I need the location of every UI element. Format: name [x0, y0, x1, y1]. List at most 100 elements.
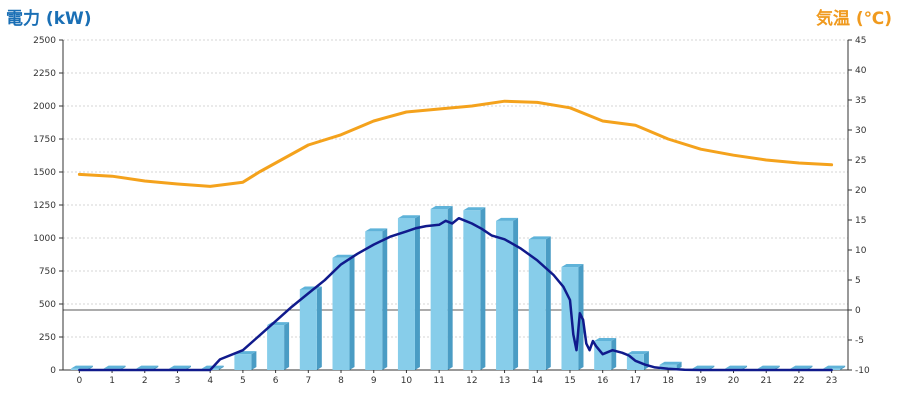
x-tick-label: 21 — [761, 376, 772, 386]
bar — [299, 286, 322, 370]
bar-top — [136, 365, 159, 369]
x-tick-label: 17 — [630, 376, 641, 386]
bar-front — [234, 354, 252, 370]
right-tick-label: 25 — [855, 156, 866, 166]
right-tick-label: 30 — [855, 126, 867, 136]
x-tick-label: 19 — [695, 376, 707, 386]
bar — [267, 322, 290, 370]
bar-side — [251, 351, 257, 370]
power-line — [78, 216, 833, 372]
x-tick-label: 10 — [401, 376, 413, 386]
bar-side — [218, 365, 224, 370]
bar — [397, 215, 420, 370]
bar-side — [480, 207, 486, 370]
right-tick-label: 40 — [855, 66, 867, 76]
left-tick-label: 0 — [50, 366, 56, 376]
bar-top — [725, 365, 748, 369]
bar-side — [676, 361, 682, 370]
bar — [430, 205, 453, 370]
x-tick-label: 0 — [76, 376, 82, 386]
left-tick-label: 1250 — [33, 201, 56, 211]
bar-front — [332, 257, 350, 370]
bar-top — [561, 264, 584, 268]
left-tick-label: 2500 — [33, 36, 56, 46]
bar-front — [463, 210, 481, 370]
left-tick-label: 1500 — [33, 168, 56, 178]
right-tick-label: 15 — [855, 216, 866, 226]
right-tick-label: -5 — [855, 336, 864, 346]
bar — [234, 351, 257, 370]
x-tick-label: 7 — [305, 376, 311, 386]
bar-top — [397, 215, 420, 219]
right-tick-label: 35 — [855, 96, 866, 106]
bar-front — [397, 218, 415, 370]
x-tick-label: 8 — [338, 376, 344, 386]
bar-front — [496, 220, 514, 370]
bar-top — [659, 361, 682, 365]
right-tick-label: 45 — [855, 36, 866, 46]
bar-top — [430, 205, 453, 209]
right-tick-label: -10 — [855, 366, 870, 376]
x-tick-label: 12 — [466, 376, 477, 386]
bar-side — [414, 215, 420, 370]
bar-top — [528, 236, 551, 240]
bar-side — [513, 217, 519, 370]
bar-top — [790, 365, 813, 369]
bar — [463, 207, 486, 370]
x-tick-label: 23 — [826, 376, 837, 386]
bar-side — [545, 236, 551, 370]
x-tick-label: 4 — [207, 376, 213, 386]
bar-front — [561, 267, 579, 370]
x-tick-label: 20 — [728, 376, 740, 386]
bar — [659, 361, 682, 370]
bar-side — [316, 286, 322, 370]
x-tick-label: 16 — [597, 376, 609, 386]
bar-top — [463, 207, 486, 211]
bar-front — [430, 208, 448, 370]
right-tick-label: 0 — [855, 306, 861, 316]
bar-top — [332, 254, 355, 258]
bar — [332, 254, 355, 370]
bar-side — [349, 254, 355, 370]
bar-top — [70, 365, 93, 369]
x-tick-label: 2 — [142, 376, 148, 386]
left-tick-label: 750 — [39, 267, 56, 277]
left-tick-label: 2250 — [33, 69, 56, 79]
left-tick-label: 1750 — [33, 135, 56, 145]
bar-side — [611, 337, 617, 370]
right-tick-label: 5 — [855, 276, 861, 286]
bar-top — [103, 365, 126, 369]
x-tick-label: 3 — [175, 376, 181, 386]
bar — [496, 217, 519, 370]
x-tick-label: 13 — [499, 376, 510, 386]
bar-top — [365, 228, 388, 232]
right-axis-title: 気温 (℃) — [815, 9, 892, 29]
x-tick-label: 11 — [433, 376, 444, 386]
bar-front — [365, 231, 383, 370]
bar-front — [267, 325, 285, 370]
temperature-line — [77, 99, 834, 188]
bar — [365, 228, 388, 370]
bar-front — [528, 239, 546, 370]
bar-side — [447, 205, 453, 370]
x-tick-label: 18 — [662, 376, 674, 386]
x-tick-label: 14 — [532, 376, 544, 386]
x-tick-label: 22 — [793, 376, 804, 386]
bar-top — [594, 337, 617, 341]
right-tick-label: 20 — [855, 186, 867, 196]
bar-side — [643, 351, 649, 370]
bar-top — [626, 351, 649, 355]
bar-side — [284, 322, 290, 370]
x-tick-label: 1 — [109, 376, 115, 386]
left-tick-label: 500 — [39, 300, 56, 310]
left-axis-title: 電力 (kW) — [6, 9, 92, 29]
left-tick-label: 1000 — [33, 234, 56, 244]
x-tick-label: 15 — [564, 376, 575, 386]
bar-top — [757, 365, 780, 369]
right-tick-label: 10 — [855, 246, 867, 256]
bar-front — [659, 364, 677, 370]
x-tick-label: 9 — [371, 376, 377, 386]
bar-front — [299, 289, 317, 370]
